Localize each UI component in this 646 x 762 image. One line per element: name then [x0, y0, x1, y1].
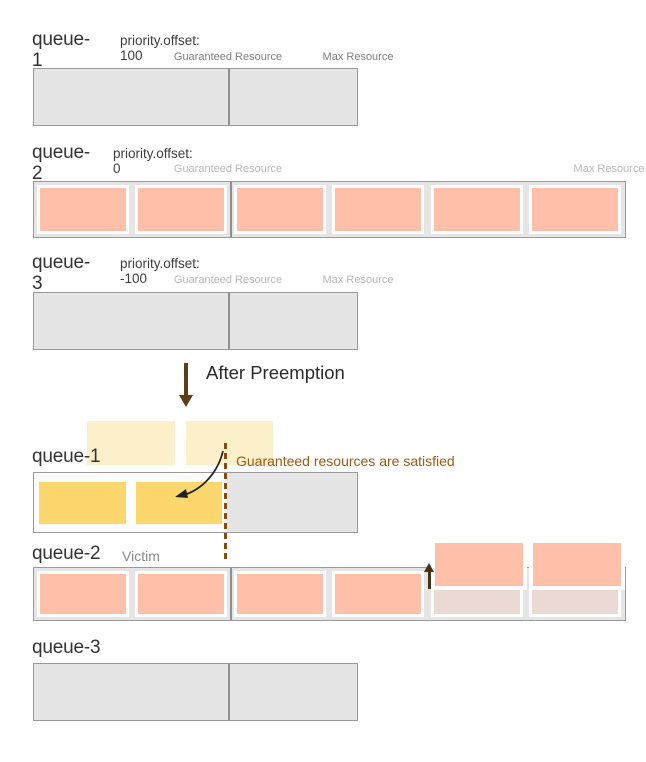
- up-arrow-head-icon: [424, 563, 434, 572]
- queue1-resource-bar: [33, 68, 358, 126]
- preempted-block: [431, 539, 527, 590]
- curved-pointer-arrow-icon: [175, 450, 224, 498]
- queue2-title: queue-2: [32, 142, 90, 184]
- guaranteed-satisfied-annotation: Guaranteed resources are satisfied: [236, 453, 455, 469]
- queue3-resource-bar: [33, 292, 358, 350]
- resource-block: [332, 571, 424, 617]
- queue1-guaranteed-divider: [228, 69, 230, 125]
- queue3-guaranteed-divider: [228, 293, 230, 349]
- queue2-max-label: Max Resource: [573, 163, 645, 175]
- after-queue3-resource-bar: [33, 663, 358, 721]
- queue3-guaranteed-label: Guaranteed Resource: [173, 274, 283, 286]
- resource-block: [135, 571, 227, 617]
- queue1-title: queue-1: [32, 29, 90, 71]
- queue1-max-label: Max Resource: [322, 51, 394, 63]
- queue3-max-label: Max Resource: [322, 274, 394, 286]
- guaranteed-dashed-line: [224, 443, 227, 560]
- resource-block: [234, 571, 326, 617]
- resource-block: [37, 571, 129, 617]
- after-queue1-resource-bar: [33, 472, 358, 533]
- queue1-priority-offset: priority.offset: 100: [120, 33, 200, 63]
- resource-block: [332, 185, 424, 234]
- down-arrow-icon: [184, 363, 188, 396]
- queue1-guaranteed-label: Guaranteed Resource: [173, 51, 283, 63]
- queue2-guaranteed-label: Guaranteed Resource: [173, 163, 283, 175]
- down-arrow-head-icon: [179, 395, 193, 407]
- resource-block: [431, 185, 523, 234]
- up-arrow-icon: [428, 571, 431, 589]
- incoming-ghost-block: [186, 421, 273, 465]
- after-queue3-title: queue-3: [32, 637, 101, 658]
- after-queue2-guaranteed-divider: [230, 568, 232, 620]
- after-queue2-resource-bar: [33, 567, 626, 621]
- victim-tag: Victim: [122, 548, 160, 564]
- queue3-title: queue-3: [32, 252, 90, 294]
- after-queue2-title: queue-2: [32, 543, 101, 564]
- queue2-resource-bar: [33, 181, 626, 238]
- preempted-block: [529, 539, 625, 590]
- resource-block: [37, 185, 129, 234]
- queue2-guaranteed-divider: [230, 182, 232, 237]
- transition-label: After Preemption: [206, 362, 345, 383]
- queue2-priority-offset: priority.offset: 0: [113, 146, 193, 176]
- incoming-ghost-block: [87, 421, 175, 465]
- resource-block: [135, 185, 227, 234]
- after-queue3-guaranteed-divider: [228, 664, 230, 720]
- resource-block: [529, 185, 621, 234]
- queue3-priority-offset: priority.offset: -100: [120, 256, 200, 286]
- yellow-resource-block: [39, 482, 126, 524]
- yellow-resource-block: [136, 482, 222, 524]
- after-queue1-title: queue-1: [32, 446, 101, 467]
- resource-block: [234, 185, 326, 234]
